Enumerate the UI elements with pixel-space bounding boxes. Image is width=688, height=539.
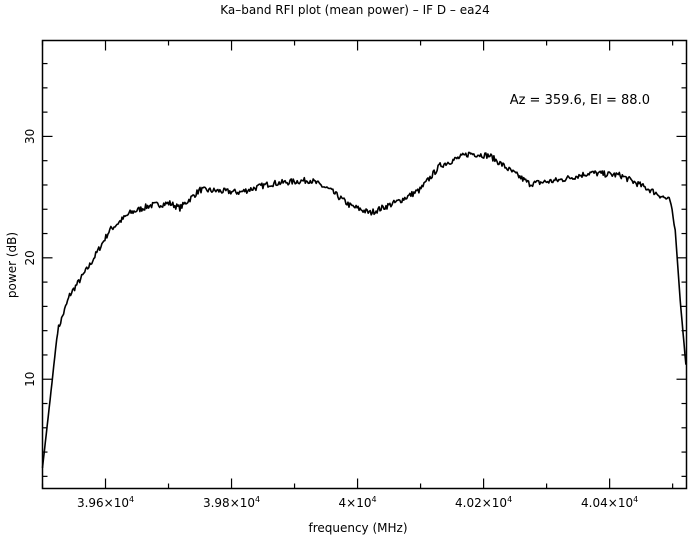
x-tick-label: 4×104 — [339, 495, 377, 510]
chart-title: Ka–band RFI plot (mean power) – IF D – e… — [220, 3, 489, 17]
series-line-mean-power — [41, 151, 687, 468]
plot-frame — [41, 39, 688, 490]
x-tick-exponent: 4 — [507, 495, 512, 504]
x-tick-mantissa: 4.02×10 — [455, 496, 507, 510]
x-tick-mantissa: 4×10 — [339, 496, 372, 510]
y-axis-label: power (dB) — [5, 232, 19, 298]
x-tick-label: 3.96×104 — [77, 495, 134, 510]
x-tick-mantissa: 3.98×10 — [203, 496, 255, 510]
x-axis-label: frequency (MHz) — [308, 521, 407, 535]
x-tick-mantissa: 4.04×10 — [581, 496, 633, 510]
x-tick-exponent: 4 — [372, 495, 377, 504]
x-tick-label: 4.02×104 — [455, 495, 512, 510]
az-el-annotation: Az = 359.6, El = 88.0 — [510, 93, 650, 108]
x-tick-exponent: 4 — [129, 495, 134, 504]
x-tick-label: 4.04×104 — [581, 495, 638, 510]
y-tick-label: 20 — [23, 250, 37, 265]
x-tick-mantissa: 3.96×10 — [77, 496, 129, 510]
y-tick-label: 10 — [23, 372, 37, 387]
y-tick-label: 30 — [23, 129, 37, 144]
x-tick-exponent: 4 — [255, 495, 260, 504]
x-tick-exponent: 4 — [633, 495, 638, 504]
x-tick-label: 3.98×104 — [203, 495, 260, 510]
